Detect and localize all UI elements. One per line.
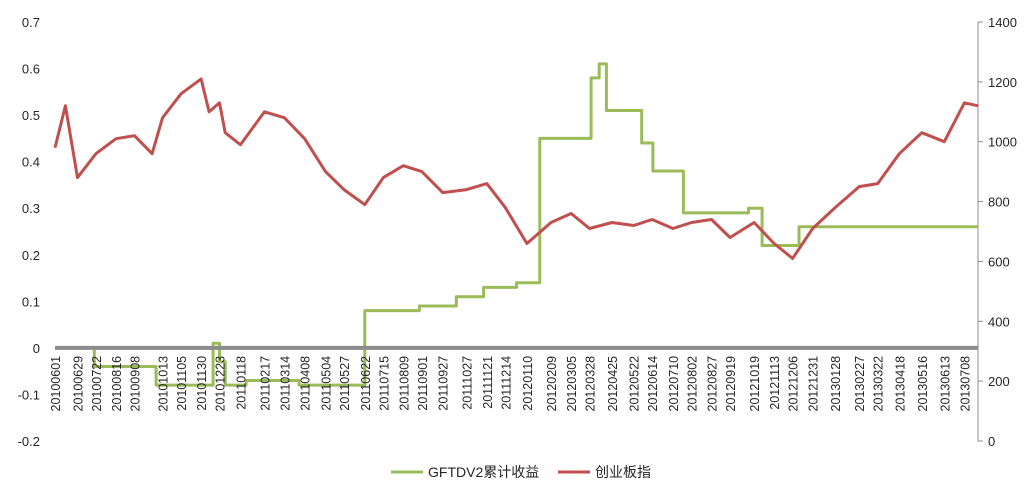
right-axis-tick-label: 400 xyxy=(988,314,1010,329)
left-axis-tick-label: -0.1 xyxy=(18,387,40,402)
x-axis-tick-label: 20120802 xyxy=(686,356,700,412)
right-axis-tick-label: 200 xyxy=(988,374,1010,389)
x-axis-tick-label: 20111027 xyxy=(461,356,475,410)
legend-label-series-2: 创业板指 xyxy=(595,464,651,480)
x-axis-tick-label: 20111121 xyxy=(481,356,495,409)
x-axis-tick-label: 20130516 xyxy=(916,356,930,412)
legend-label-series-1: GFTDV2累计收益 xyxy=(428,464,539,480)
left-axis-tick-label: 0.7 xyxy=(22,15,40,30)
x-axis-tick-label: 20111214 xyxy=(499,356,513,410)
right-axis-tick-label: 600 xyxy=(988,254,1010,269)
right-axis-tick-label: 0 xyxy=(988,434,995,449)
x-axis-tick-label: 20110217 xyxy=(259,356,273,411)
x-axis-tick-label: 20110809 xyxy=(397,356,411,411)
series-line-2 xyxy=(53,77,979,260)
x-axis-tick-label: 20130227 xyxy=(853,356,867,412)
x-axis-tick-label: 20130322 xyxy=(872,356,886,412)
x-axis-tick-label: 20110927 xyxy=(437,356,451,411)
series-layer xyxy=(53,62,979,387)
left-axis-tick-label: 0.1 xyxy=(22,294,40,309)
x-axis-tick-label: 20121206 xyxy=(787,356,801,412)
left-axis-tick-label: 0.5 xyxy=(22,108,40,123)
series-line-1 xyxy=(55,62,978,387)
x-axis-tick-label: 20110622 xyxy=(359,356,373,411)
right-axis-tick-label: 1200 xyxy=(988,75,1017,90)
legend-item-series-1: GFTDV2累计收益 xyxy=(391,464,539,480)
left-axis-tick-label: 0.2 xyxy=(22,248,40,263)
x-axis-tick-label: 20120827 xyxy=(706,356,720,412)
left-axis-tick-label: 0 xyxy=(33,341,40,356)
legend: GFTDV2累计收益 创业板指 xyxy=(391,464,651,480)
x-axis-tick-label: 20101130 xyxy=(195,356,209,411)
x-axis-tick-label: 20100722 xyxy=(90,356,104,412)
x-axis-tick-label: 20110901 xyxy=(416,356,430,411)
x-axis-tick-label: 20121113 xyxy=(768,356,782,410)
x-axis-tick-label: 20121019 xyxy=(748,356,762,412)
left-axis-ticks: -0.2 -0.1 0 0.1 0.2 0.3 0.4 0.5 0.6 0.7 xyxy=(18,15,40,449)
x-axis-tick-label: 20100908 xyxy=(129,356,143,412)
x-axis-tick-label: 20120209 xyxy=(545,356,559,412)
x-axis-tick-label: 20110314 xyxy=(279,356,293,411)
x-axis-tick-label: 20110527 xyxy=(338,356,352,411)
left-axis-tick-label: 0.3 xyxy=(22,201,40,216)
x-axis-tick-label: 20130708 xyxy=(958,356,972,412)
x-axis-tick-label: 20130613 xyxy=(938,356,952,412)
x-axis-tick-label: 20120919 xyxy=(724,356,738,412)
x-axis-tick-label: 20120614 xyxy=(646,356,660,412)
legend-item-series-2: 创业板指 xyxy=(558,464,651,480)
x-axis-tick-label: 20100601 xyxy=(49,356,63,412)
x-axis-tick-label: 20110408 xyxy=(299,356,313,411)
x-axis-ticks: 20100601 20100629 20100722 20100816 20100908… xyxy=(49,356,972,412)
left-axis-tick-label: 0.6 xyxy=(22,62,40,77)
x-axis-tick-label: 20110715 xyxy=(377,356,391,411)
x-axis-tick-label: 20101223 xyxy=(214,356,228,412)
x-axis-tick-label: 20120522 xyxy=(628,356,642,412)
right-axis-tick-label: 1000 xyxy=(988,135,1017,150)
x-axis-tick-label: 20100816 xyxy=(110,356,124,412)
x-axis-tick-label: 20120425 xyxy=(606,356,620,412)
x-axis-tick-label: 20120305 xyxy=(565,356,579,412)
x-axis-tick-label: 20120328 xyxy=(584,356,598,412)
right-axis-ticks: 0 200 400 600 800 1000 1200 1400 xyxy=(978,15,1017,449)
x-axis-tick-label: 20130418 xyxy=(893,356,907,412)
x-axis-tick-label: 20100629 xyxy=(72,356,86,412)
x-axis-tick-label: 20110118 xyxy=(234,356,248,410)
x-axis-tick-label: 20101105 xyxy=(175,356,189,411)
x-axis-tick-label: 20120110 xyxy=(521,356,535,411)
right-axis-tick-label: 1400 xyxy=(988,15,1017,30)
x-axis-tick-label: 20101013 xyxy=(157,356,171,412)
left-axis-tick-label: -0.2 xyxy=(18,434,40,449)
right-axis-tick-label: 800 xyxy=(988,195,1010,210)
x-axis-tick-label: 20120710 xyxy=(667,356,681,412)
x-axis-tick-label: 20130128 xyxy=(829,356,843,412)
x-axis-tick-label: 20110504 xyxy=(320,356,334,411)
left-axis-tick-label: 0.4 xyxy=(22,155,40,170)
x-axis-tick-label: 20121231 xyxy=(807,356,821,412)
